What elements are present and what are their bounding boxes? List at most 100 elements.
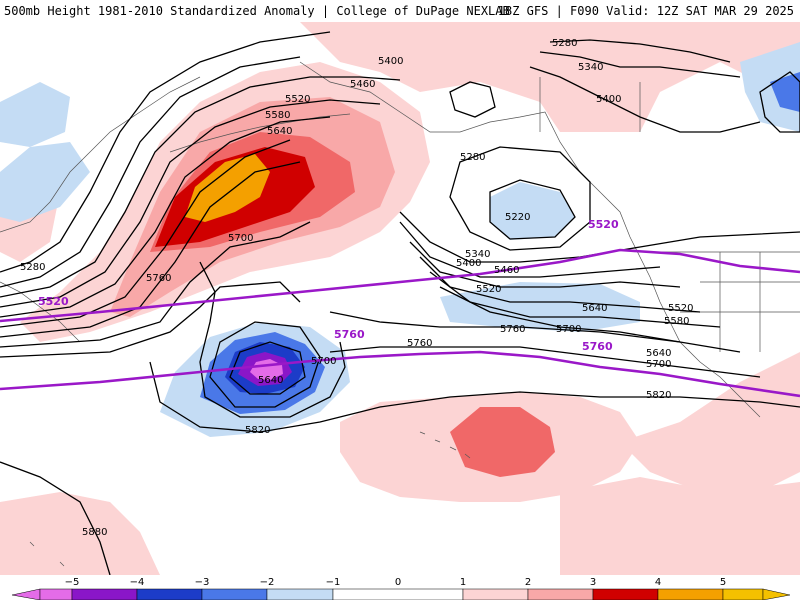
colorbar-tick-label: −5 [65,577,80,588]
contour-label: 5820 [646,390,671,401]
highlight-5760 [0,350,800,398]
contour-5520-north [0,116,331,318]
contour-label: 5640 [258,375,283,386]
contour-label: 5220 [505,212,530,223]
colorbar-swatch [266,588,334,600]
contour-closed-5640-low [229,341,306,395]
contour-5700-mid [329,311,741,353]
pos3-area-south [450,407,555,477]
contour-label: 5340 [465,249,490,260]
anomaly-map: 5280 5340 5400 5400 5460 5520 5580 5640 … [0,22,800,575]
colorbar-swatch [592,588,659,600]
contour-5700-north [0,221,311,348]
height-contours [0,31,800,575]
contour-5880 [0,461,111,575]
siberia-coast [0,76,201,233]
neg1-area-west [0,142,90,222]
contour-5460-mid [409,241,681,288]
colorbar-tick-label: −4 [130,577,145,588]
contour-5400-north [0,76,401,298]
contour-5640-mid [439,286,681,343]
contour-label: 5280 [20,262,45,273]
colorbar-tick-label: 0 [395,577,401,588]
colorbar-swatch [71,588,138,600]
contour-closed-5700-low [209,321,321,408]
contour-label: 5760 [500,324,525,335]
contour-5580-north [0,139,291,328]
header: 500mb Height 1981-2010 Standardized Anom… [0,0,800,22]
contour-5280-north [0,31,331,273]
japan-coast [0,281,81,343]
neg1-area-east [440,282,640,332]
contour-label: 5580 [265,110,290,121]
contour-5760-low [199,261,346,418]
contour-5640-north [0,161,301,338]
contour-5520-mid [419,256,701,313]
contour-label: 5700 [646,359,671,370]
contour-5820 [149,361,800,433]
contour-label: 5520 [668,303,693,314]
pos1-area-southeast [560,477,800,575]
colorbar-ticks: −5 −4 −3 −2 −1 0 1 2 3 4 5 [65,577,727,588]
contour-5340-north [0,56,301,288]
contour-label: 5880 [82,527,107,538]
colorbar-arrow-left [11,588,41,600]
contour-5400-mid [399,221,661,278]
colorbar-tick-label: 5 [720,577,726,588]
contour-label: 5460 [494,265,519,276]
colorbar-arrow-right [762,588,791,600]
pos5-area [185,154,270,222]
contour-label: 5460 [350,79,375,90]
us-states-grid [539,77,800,352]
contour-label: 5520 [285,94,310,105]
neg2-area-topright [770,72,800,112]
contour-5760-mid [329,346,761,378]
colorbar-tick-label: 3 [590,577,596,588]
contour-5460 [0,99,381,308]
anomaly-fills [0,22,800,575]
colorbar-swatch [332,588,464,600]
neg1-area-north [0,82,70,147]
contour-closed-5280-pacific [449,146,591,251]
pos1-area-east [620,352,800,492]
contour-closed-topright [759,71,800,133]
contour-5340-mid [399,211,800,263]
highlight-label: 5760 [334,328,365,341]
colorbar-tick-label: 1 [460,577,466,588]
highlight-label: 5520 [588,218,619,231]
contour-label: 5400 [456,258,481,269]
alaska-coast [299,61,761,418]
contour-label: 5700 [556,324,581,335]
model-run-info: 18Z GFS | F090 Valid: 12Z SAT MAR 29 202… [497,4,794,18]
contour-5400-ne [529,66,761,133]
colorbar-swatch [722,588,764,600]
map-title: 500mb Height 1981-2010 Standardized Anom… [4,4,510,18]
coastlines [0,61,800,567]
colorbar-tick-label: 4 [655,577,661,588]
contour-closed-5220 [489,179,576,240]
colorbar-tick-label: −3 [195,577,210,588]
aleutian-islands [169,113,351,153]
colorbar-swatch [39,588,73,600]
contour-label: 5580 [664,316,689,327]
colorbar: −5 −4 −3 −2 −1 0 1 2 3 4 5 [11,577,791,600]
pacific-islands [29,541,65,567]
contour-label: 5640 [646,348,671,359]
highlight-labels: 5520 5520 5760 5760 [38,218,619,353]
contour-label: 5340 [578,62,603,73]
colorbar-swatch [657,588,724,600]
colorbar-swatches [11,588,791,600]
contour-5580-mid [429,271,721,328]
neg1-area-pacific [490,182,575,240]
colorbar-swatch [527,588,594,600]
colorbar-swatch [201,588,268,600]
contour-label: 5280 [552,38,577,49]
contour-closed-5280-ne [449,81,496,118]
colorbar-tick-label: −1 [326,577,341,588]
hawaii-islands [419,431,471,459]
contour-label: 5280 [460,152,485,163]
highlight-label: 5520 [38,295,69,308]
highlight-label: 5760 [582,340,613,353]
contour-labels: 5280 5340 5400 5400 5460 5520 5580 5640 … [20,38,693,538]
colorbar-tick-label: 2 [525,577,531,588]
